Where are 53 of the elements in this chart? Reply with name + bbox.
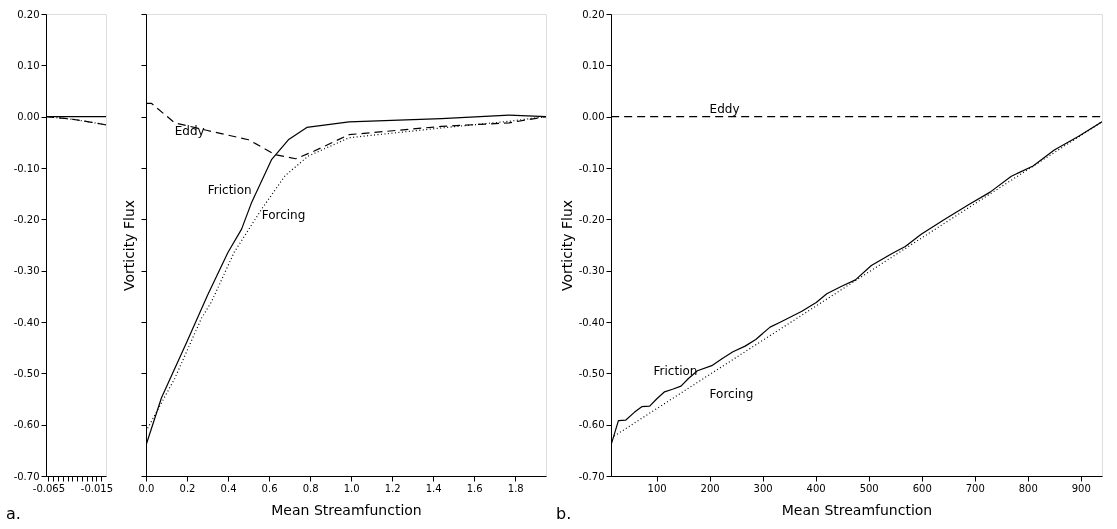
y-tick-label: -0.10	[13, 162, 40, 174]
x-tick-label: -0.065	[32, 482, 66, 494]
y-tick-label: -0.50	[578, 367, 605, 379]
x-tick-label: 600	[912, 482, 932, 494]
y-tick-label: 0.20	[582, 8, 605, 20]
x-tick-label: 700	[965, 482, 985, 494]
text: b.	[556, 504, 572, 523]
y-tick-label: -0.20	[13, 213, 40, 225]
text: a.	[6, 504, 21, 523]
y-tick-label: -0.40	[13, 316, 40, 328]
x-tick-label: 0.8	[302, 482, 319, 494]
y-tick-label: 0.00	[17, 111, 40, 123]
annotation: Eddy	[174, 123, 205, 138]
x-tick-label: 800	[1018, 482, 1038, 494]
x-tick-label: 1.0	[343, 482, 360, 494]
x-tick-label: 200	[700, 482, 720, 494]
annotation: Forcing	[261, 208, 306, 223]
y-axis-title: Vorticity Flux	[121, 199, 137, 292]
x-axis-title: Mean Streamfunction	[781, 501, 933, 518]
x-tick-label: 500	[859, 482, 879, 494]
annotation: Friction	[207, 183, 252, 198]
y-axis-title: Vorticity Flux	[558, 199, 575, 292]
y-tick-label: -0.50	[13, 367, 40, 379]
x-tick-label: 0.6	[261, 482, 278, 494]
x-tick-label: 0.4	[220, 482, 237, 494]
x-tick-label: 100	[647, 482, 667, 494]
x-tick-label: 1.2	[384, 482, 401, 494]
annotation: Eddy	[709, 101, 740, 116]
x-tick-label: 400	[806, 482, 826, 494]
y-tick-label: 0.10	[17, 59, 40, 71]
annotation: Forcing	[709, 387, 754, 402]
x-tick-label: -0.015	[80, 482, 114, 494]
y-tick-label: 0.10	[582, 59, 605, 71]
x-tick-label: 0.0	[138, 482, 155, 494]
x-tick-label: 0.2	[179, 482, 196, 494]
y-tick-label: -0.60	[13, 419, 40, 431]
y-tick-label: -0.30	[578, 265, 605, 277]
y-tick-label: -0.60	[578, 419, 605, 431]
x-tick-label: 300	[753, 482, 773, 494]
y-tick-label: -0.70	[13, 470, 40, 482]
y-tick-label: -0.30	[13, 265, 40, 277]
x-tick-label: 900	[1071, 482, 1091, 494]
y-tick-label: -0.70	[578, 470, 605, 482]
x-tick-label: 1.4	[425, 482, 442, 494]
x-axis-title: Mean Streamfunction	[271, 501, 422, 518]
y-tick-label: -0.20	[578, 213, 605, 225]
y-tick-label: -0.40	[578, 316, 605, 328]
y-tick-label: 0.20	[17, 8, 40, 20]
x-tick-label: 1.8	[507, 482, 524, 494]
x-tick-label: 1.6	[466, 482, 483, 494]
y-tick-label: -0.10	[578, 162, 605, 174]
annotation: Friction	[653, 363, 698, 378]
y-tick-label: 0.00	[582, 111, 605, 123]
